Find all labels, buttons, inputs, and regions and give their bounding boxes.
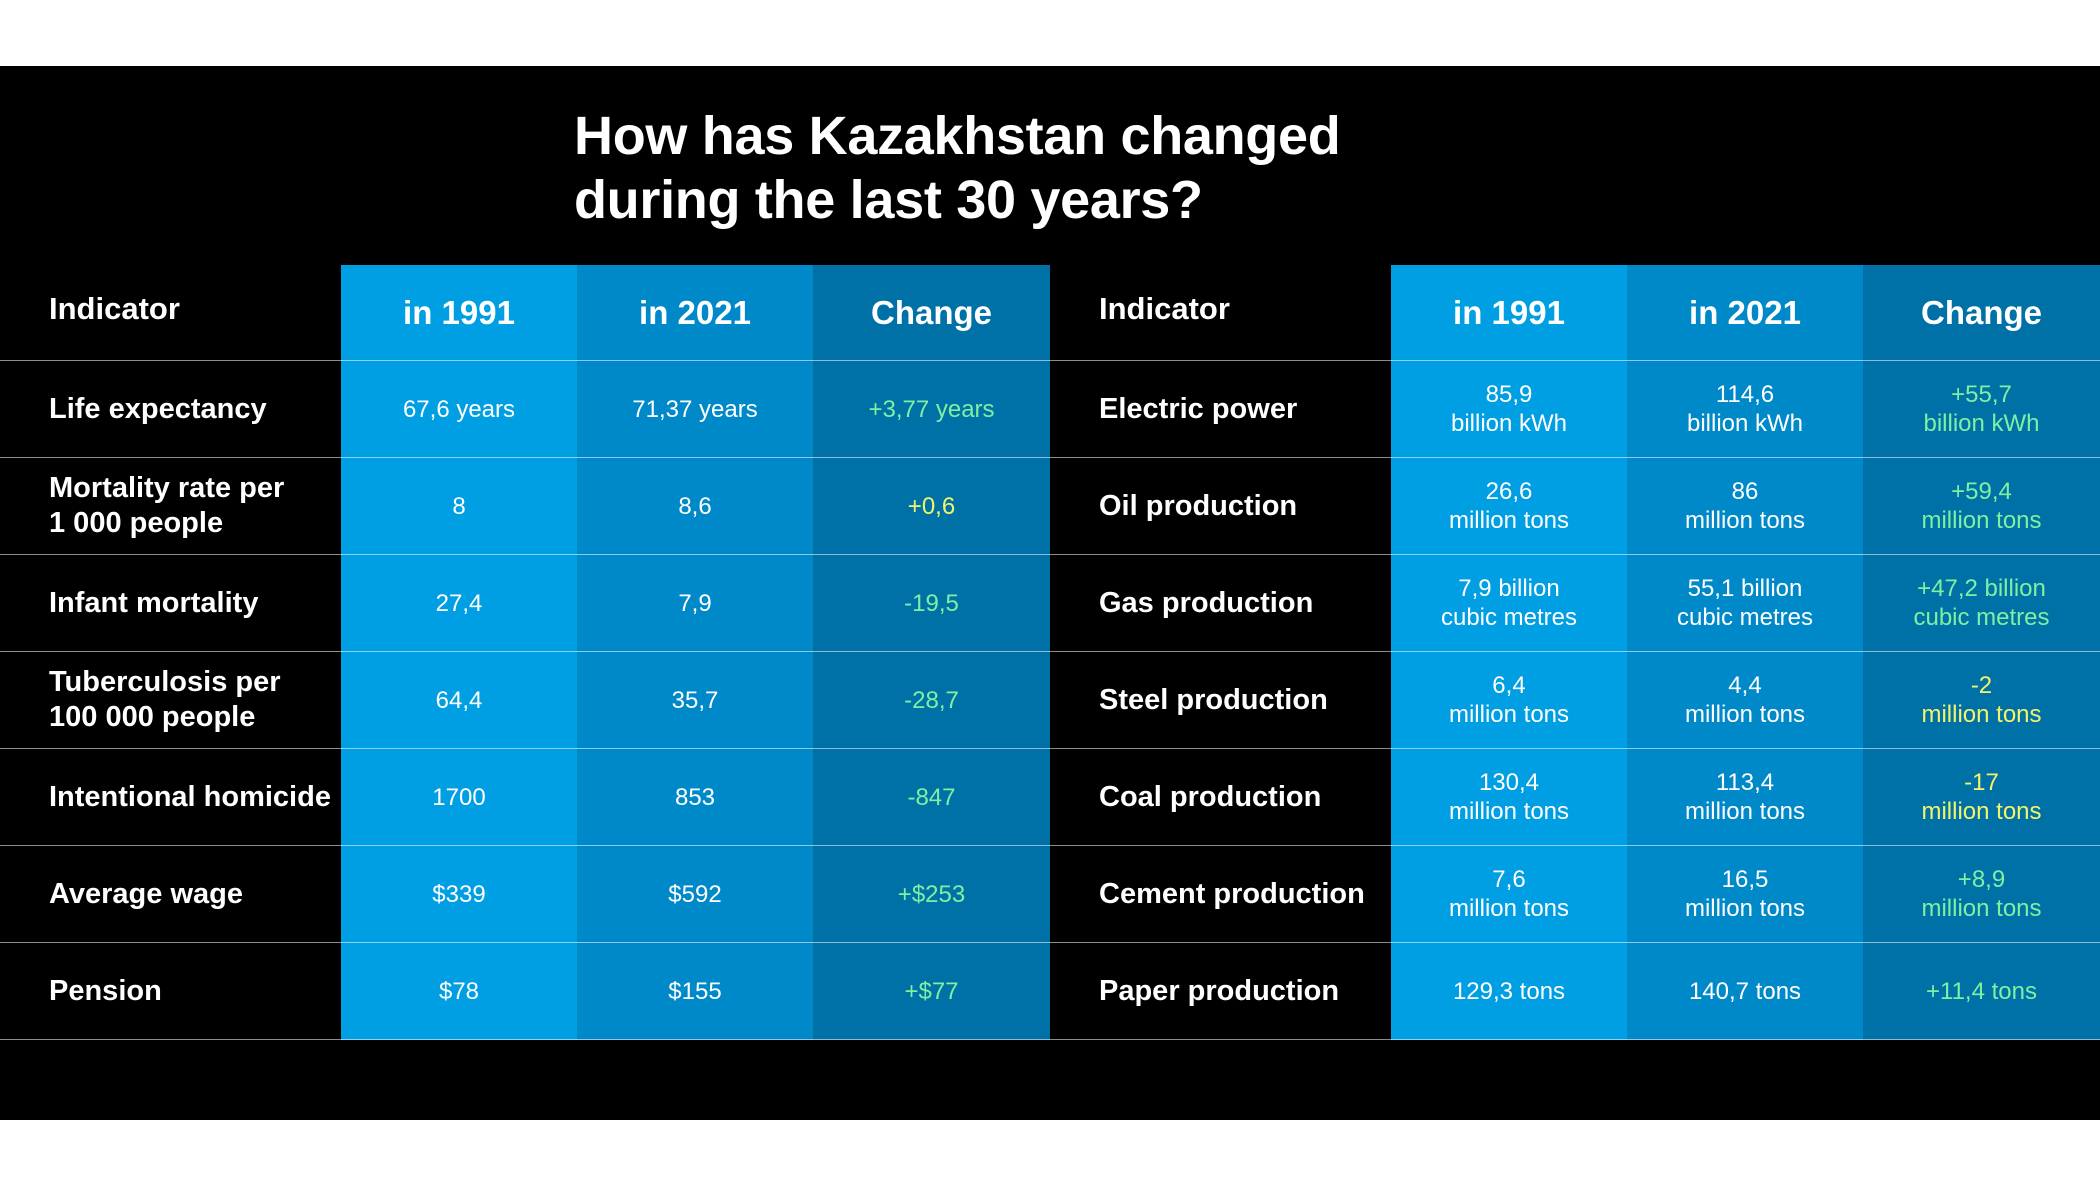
value-1991-cement-production: 7,6 million tons bbox=[1391, 846, 1627, 943]
value-2021-coal-production: 113,4 million tons bbox=[1627, 749, 1863, 846]
value-1991-average-wage: $339 bbox=[341, 846, 577, 943]
row-indicator-coal-production: Coal production bbox=[1050, 749, 1391, 846]
change-coal-production: -17 million tons bbox=[1863, 749, 2100, 846]
row-indicator-steel-production: Steel production bbox=[1050, 652, 1391, 749]
value-2021-oil-production: 86 million tons bbox=[1627, 458, 1863, 555]
column-header-change: Change bbox=[813, 265, 1050, 361]
change-life-expectancy: +3,77 years bbox=[813, 361, 1050, 458]
value-2021-life-expectancy: 71,37 years bbox=[577, 361, 813, 458]
value-1991-infant-mortality: 27,4 bbox=[341, 555, 577, 652]
industrial-indicators-table: Indicator in 1991 in 2021 Change Electri… bbox=[1050, 265, 2100, 1042]
row-indicator-oil-production: Oil production bbox=[1050, 458, 1391, 555]
row-indicator-gas-production: Gas production bbox=[1050, 555, 1391, 652]
value-2021-pension: $155 bbox=[577, 943, 813, 1040]
value-1991-steel-production: 6,4 million tons bbox=[1391, 652, 1627, 749]
row-indicator-cement-production: Cement production bbox=[1050, 846, 1391, 943]
column-header-indicator: Indicator bbox=[0, 265, 341, 361]
value-2021-cement-production: 16,5 million tons bbox=[1627, 846, 1863, 943]
column-header-2021: in 2021 bbox=[577, 265, 813, 361]
value-1991-pension: $78 bbox=[341, 943, 577, 1040]
value-1991-electric-power: 85,9 billion kWh bbox=[1391, 361, 1627, 458]
value-1991-tuberculosis: 64,4 bbox=[341, 652, 577, 749]
value-2021-steel-production: 4,4 million tons bbox=[1627, 652, 1863, 749]
page-title: How has Kazakhstan changed during the la… bbox=[574, 104, 1341, 232]
column-header-indicator: Indicator bbox=[1050, 265, 1391, 361]
value-1991-intentional-homicide: 1700 bbox=[341, 749, 577, 846]
change-cement-production: +8,9 million tons bbox=[1863, 846, 2100, 943]
column-header-1991: in 1991 bbox=[341, 265, 577, 361]
value-2021-mortality-rate: 8,6 bbox=[577, 458, 813, 555]
row-indicator-average-wage: Average wage bbox=[0, 846, 341, 943]
value-2021-gas-production: 55,1 billion cubic metres bbox=[1627, 555, 1863, 652]
change-oil-production: +59,4 million tons bbox=[1863, 458, 2100, 555]
change-intentional-homicide: -847 bbox=[813, 749, 1050, 846]
row-indicator-mortality-rate: Mortality rate per 1 000 people bbox=[0, 458, 341, 555]
change-paper-production: +11,4 tons bbox=[1863, 943, 2100, 1040]
value-2021-average-wage: $592 bbox=[577, 846, 813, 943]
social-indicators-table: Indicator in 1991 in 2021 Change Life ex… bbox=[0, 265, 1050, 1042]
value-1991-coal-production: 130,4 million tons bbox=[1391, 749, 1627, 846]
column-header-2021: in 2021 bbox=[1627, 265, 1863, 361]
change-tuberculosis: -28,7 bbox=[813, 652, 1050, 749]
change-steel-production: -2 million tons bbox=[1863, 652, 2100, 749]
value-1991-oil-production: 26,6 million tons bbox=[1391, 458, 1627, 555]
value-1991-life-expectancy: 67,6 years bbox=[341, 361, 577, 458]
change-average-wage: +$253 bbox=[813, 846, 1050, 943]
row-indicator-paper-production: Paper production bbox=[1050, 943, 1391, 1040]
row-indicator-electric-power: Electric power bbox=[1050, 361, 1391, 458]
row-indicator-infant-mortality: Infant mortality bbox=[0, 555, 341, 652]
value-2021-intentional-homicide: 853 bbox=[577, 749, 813, 846]
row-indicator-tuberculosis: Tuberculosis per 100 000 people bbox=[0, 652, 341, 749]
title-line-1: How has Kazakhstan changed bbox=[574, 106, 1341, 166]
change-electric-power: +55,7 billion kWh bbox=[1863, 361, 2100, 458]
row-indicator-intentional-homicide: Intentional homicide bbox=[0, 749, 341, 846]
change-pension: +$77 bbox=[813, 943, 1050, 1040]
value-1991-paper-production: 129,3 tons bbox=[1391, 943, 1627, 1040]
value-2021-infant-mortality: 7,9 bbox=[577, 555, 813, 652]
change-gas-production: +47,2 billion cubic metres bbox=[1863, 555, 2100, 652]
value-1991-mortality-rate: 8 bbox=[341, 458, 577, 555]
value-2021-tuberculosis: 35,7 bbox=[577, 652, 813, 749]
value-2021-paper-production: 140,7 tons bbox=[1627, 943, 1863, 1040]
change-mortality-rate: +0,6 bbox=[813, 458, 1050, 555]
row-indicator-life-expectancy: Life expectancy bbox=[0, 361, 341, 458]
value-2021-electric-power: 114,6 billion kWh bbox=[1627, 361, 1863, 458]
value-1991-gas-production: 7,9 billion cubic metres bbox=[1391, 555, 1627, 652]
column-header-1991: in 1991 bbox=[1391, 265, 1627, 361]
title-line-2: during the last 30 years? bbox=[574, 170, 1203, 230]
column-header-change: Change bbox=[1863, 265, 2100, 361]
change-infant-mortality: -19,5 bbox=[813, 555, 1050, 652]
row-indicator-pension: Pension bbox=[0, 943, 341, 1040]
